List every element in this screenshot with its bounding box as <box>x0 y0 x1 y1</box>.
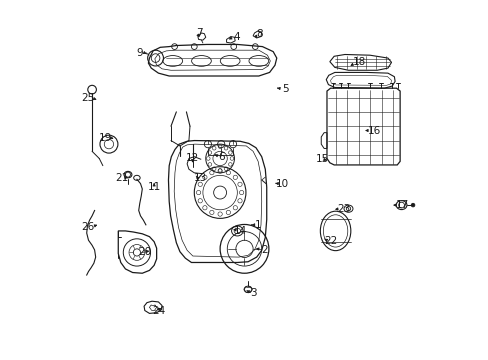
Text: 17: 17 <box>395 200 408 210</box>
Text: 24: 24 <box>152 306 165 316</box>
Text: 19: 19 <box>99 133 112 143</box>
Text: 8: 8 <box>256 29 263 39</box>
Text: 13: 13 <box>194 173 207 183</box>
Text: 1: 1 <box>254 220 261 230</box>
Text: 20: 20 <box>138 247 151 257</box>
Text: 15: 15 <box>315 154 328 164</box>
Text: 9: 9 <box>136 48 142 58</box>
Text: 7: 7 <box>196 28 203 38</box>
Circle shape <box>125 172 130 177</box>
Text: 25: 25 <box>81 93 94 103</box>
Text: 6: 6 <box>218 152 224 162</box>
Text: 4: 4 <box>233 32 240 42</box>
Text: 3: 3 <box>250 288 256 298</box>
Text: 26: 26 <box>81 222 94 232</box>
Text: 14: 14 <box>234 226 247 236</box>
Text: 11: 11 <box>147 182 161 192</box>
Text: 10: 10 <box>275 179 288 189</box>
Text: 23: 23 <box>337 204 350 214</box>
Text: 22: 22 <box>324 236 337 246</box>
Circle shape <box>410 203 414 207</box>
Text: 16: 16 <box>367 126 380 135</box>
Text: 2: 2 <box>261 245 267 255</box>
Text: 5: 5 <box>281 84 288 94</box>
Text: 18: 18 <box>352 57 365 67</box>
Text: 12: 12 <box>185 153 199 163</box>
Text: 21: 21 <box>115 173 128 183</box>
